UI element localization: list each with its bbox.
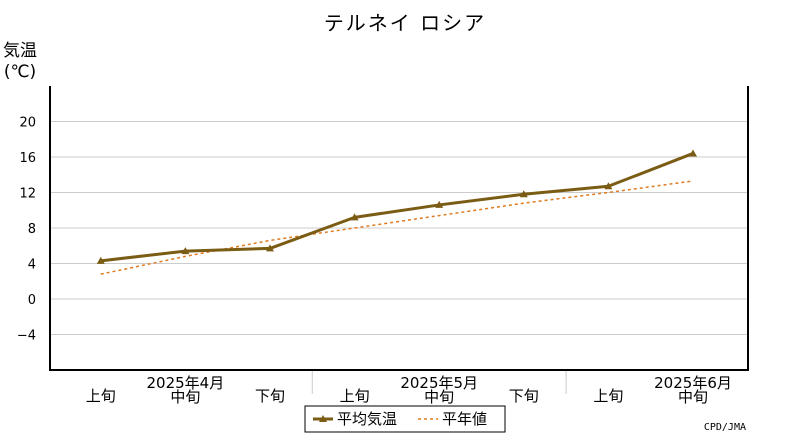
month-label: 2025年6月 xyxy=(654,374,732,392)
y-tick-label: 4 xyxy=(28,258,36,273)
x-tick-label: 下旬 xyxy=(255,387,285,405)
legend-label-mean: 平均気温 xyxy=(337,410,397,428)
x-tick-label: 下旬 xyxy=(509,387,539,405)
y-axis-unit: (℃) xyxy=(4,62,36,82)
legend-label-normal: 平年値 xyxy=(442,410,487,428)
x-tick-label: 上旬 xyxy=(86,387,116,405)
x-tick-label: 中旬 xyxy=(424,388,454,406)
data-point-mean xyxy=(181,247,190,255)
month-label: 2025年5月 xyxy=(400,374,478,392)
legend-marker-mean xyxy=(319,415,327,422)
axes xyxy=(49,86,749,371)
series-line-normal xyxy=(100,180,694,275)
grid-lines xyxy=(50,121,748,394)
y-axis-label: 気温 xyxy=(3,41,37,61)
month-label: 2025年4月 xyxy=(147,374,225,392)
y-tick-label: 0 xyxy=(28,293,36,308)
x-tick-label: 中旬 xyxy=(170,388,200,406)
series xyxy=(96,149,698,275)
credit-text: CPD/JMA xyxy=(704,422,746,433)
y-tick-label: 8 xyxy=(28,222,36,237)
legend: 平均気温 平年値 xyxy=(304,405,506,433)
data-point-mean xyxy=(96,256,105,264)
data-point-mean xyxy=(519,190,528,198)
data-point-mean xyxy=(604,182,613,190)
chart-title: テルネイ ロシア xyxy=(324,11,486,35)
data-point-mean xyxy=(265,244,274,252)
y-tick-label: 16 xyxy=(19,151,36,166)
legend-box xyxy=(304,405,506,433)
series-line-mean xyxy=(100,152,694,263)
data-point-mean xyxy=(350,213,359,221)
x-tick-label: 中旬 xyxy=(678,388,708,406)
y-tick-label: −4 xyxy=(17,329,36,344)
data-point-mean xyxy=(435,200,444,208)
x-tick-label: 上旬 xyxy=(340,387,370,405)
y-tick-label: 12 xyxy=(19,187,36,202)
y-tick-labels: −4 0 4 8 12 16 20 xyxy=(17,116,36,344)
x-tick-label: 上旬 xyxy=(593,387,623,405)
data-point-mean xyxy=(689,149,698,157)
y-tick-label: 20 xyxy=(19,116,36,131)
